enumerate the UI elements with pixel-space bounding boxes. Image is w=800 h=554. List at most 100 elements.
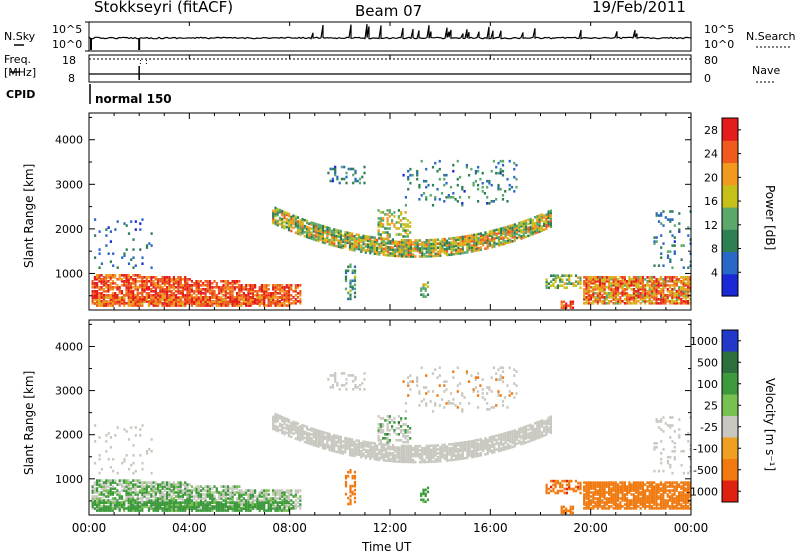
power-cell: [98, 276, 101, 279]
power-cell: [211, 288, 214, 291]
power-cell: [500, 233, 503, 236]
power-cell: [190, 304, 193, 307]
velocity-cell: [220, 509, 223, 512]
velocity-cell: [362, 440, 365, 443]
power-cell: [354, 169, 357, 173]
power-cell: [518, 229, 521, 233]
power-cell: [641, 282, 644, 285]
power-cell: [315, 232, 318, 236]
power-cell: [263, 296, 266, 299]
power-cell: [283, 286, 286, 289]
power-cell: [296, 220, 300, 223]
power-cell: [644, 300, 647, 303]
power-cell: [400, 246, 403, 250]
power-cell: [154, 282, 157, 285]
velocity-cell: [233, 485, 236, 488]
velocity-cell: [197, 505, 200, 508]
velocity-cell: [152, 501, 155, 504]
power-cell: [296, 228, 300, 231]
power-cell: [321, 239, 324, 242]
power-cell: [98, 294, 101, 297]
power-cell: [105, 294, 108, 297]
power-cell: [502, 230, 505, 234]
velocity-cell: [281, 431, 284, 435]
velocity-cell: [102, 487, 105, 490]
power-cell: [445, 247, 449, 251]
power-cell: [628, 296, 631, 299]
power-cell: [621, 282, 624, 285]
power-cell: [299, 231, 302, 234]
power-cell: [215, 304, 218, 307]
velocity-cell: [141, 503, 144, 506]
power-cell: [430, 238, 433, 242]
velocity-cell: [199, 503, 203, 506]
velocity-cell: [93, 481, 96, 484]
velocity-cell: [222, 485, 225, 488]
power-cell: [204, 280, 207, 283]
velocity-cell: [150, 505, 153, 508]
power-cell: [484, 247, 487, 250]
velocity-cell: [283, 501, 286, 504]
power-cell: [511, 232, 514, 235]
power-cell: [109, 298, 112, 301]
power-cell: [402, 227, 405, 230]
power-cell: [281, 288, 284, 291]
power-cell: [132, 292, 135, 295]
velocity-cell: [161, 503, 164, 506]
power-cell: [184, 288, 187, 291]
power-cell: [346, 231, 349, 235]
power-cell: [614, 276, 617, 279]
power-cell: [524, 221, 528, 224]
power-cell: [427, 240, 431, 244]
velocity-cell: [166, 495, 169, 498]
power-cell: [411, 173, 414, 177]
power-cell: [547, 216, 550, 220]
velocity-cell: [236, 487, 239, 490]
power-cell: [150, 288, 153, 291]
velocity-cell: [186, 487, 189, 490]
velocity-cell: [199, 489, 203, 492]
velocity-cell: [229, 507, 232, 510]
velocity-cell: [195, 485, 198, 488]
power-cell: [549, 211, 552, 215]
power-cell: [292, 302, 295, 305]
power-cell: [659, 298, 663, 301]
power-cell: [669, 218, 672, 221]
velocity-cell: [206, 507, 209, 510]
power-cell: [648, 276, 651, 279]
velocity-cell: [179, 495, 182, 498]
power-cell: [265, 284, 268, 287]
power-cell: [188, 290, 191, 293]
power-cell: [635, 280, 638, 283]
power-cell: [497, 228, 501, 231]
power-cell: [170, 292, 173, 295]
velocity-cell: [357, 453, 361, 457]
velocity-cell: [299, 499, 302, 502]
power-cell: [278, 216, 282, 220]
velocity-cell: [274, 505, 277, 508]
power-cell: [154, 300, 157, 303]
power-cell: [402, 235, 405, 238]
power-cell: [552, 274, 555, 277]
power-cell: [366, 249, 370, 252]
velocity-cell: [197, 507, 200, 510]
velocity-cell: [315, 430, 318, 434]
power-cell: [398, 244, 401, 248]
power-cell: [430, 246, 433, 250]
power-cell: [107, 286, 110, 289]
power-cell: [263, 290, 266, 293]
power-cell: [434, 246, 437, 250]
power-cell: [236, 282, 239, 285]
power-cell: [260, 300, 263, 303]
velocity-cell: [134, 509, 137, 512]
power-cell: [422, 283, 425, 286]
velocity-cell: [369, 443, 372, 447]
power-cell: [545, 284, 548, 287]
power-cell: [254, 298, 257, 301]
velocity-cell: [172, 501, 175, 504]
velocity-cell: [321, 432, 324, 436]
power-cell: [336, 177, 339, 181]
power-cell: [680, 244, 683, 247]
velocity-cell: [213, 497, 216, 500]
